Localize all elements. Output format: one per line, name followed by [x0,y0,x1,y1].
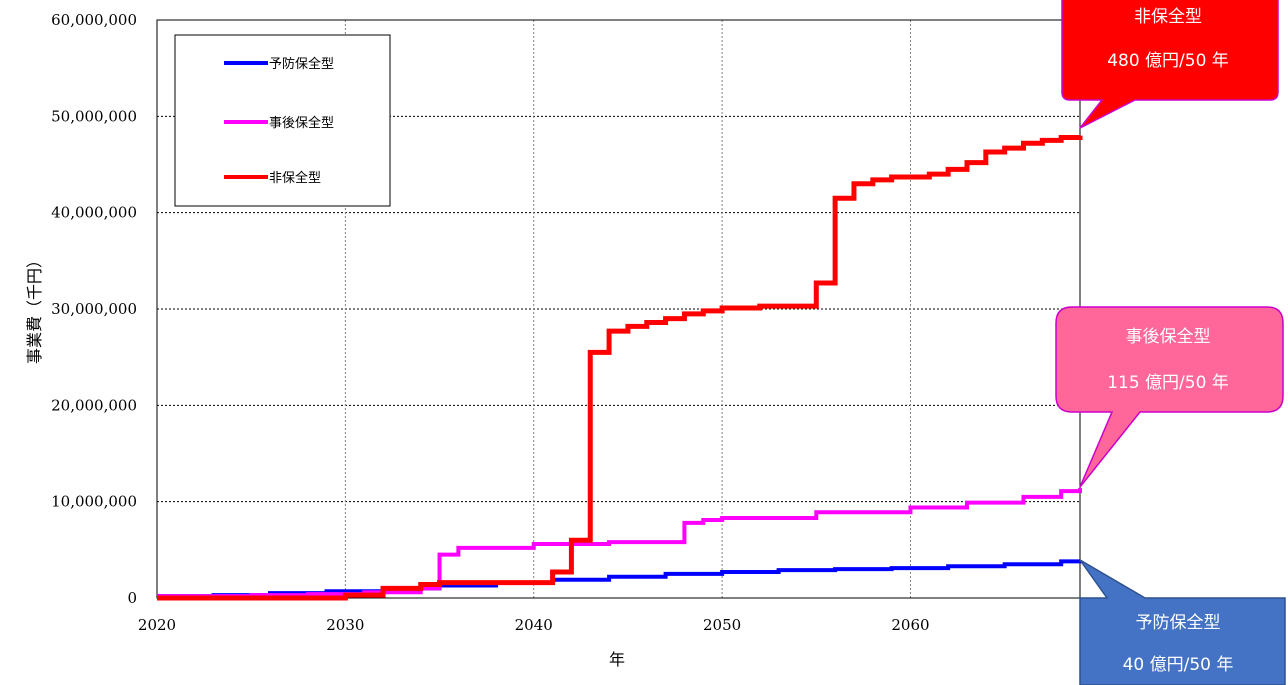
x-tick-label: 2060 [891,616,929,634]
legend: 予防保全型 事後保全型 非保全型 [174,34,391,207]
x-tick-label: 2030 [326,616,364,634]
x-tick-label: 2040 [515,616,553,634]
x-axis-title: 年 [609,650,625,669]
callout-yobou-hozen: 予防保全型 40 億円/50 年 [1079,559,1286,685]
x-tick-label: 2050 [703,616,741,634]
y-tick-label: 40,000,000 [51,204,137,222]
y-tick-label: 0 [127,589,137,607]
series-line [157,135,1083,601]
series-line [157,488,1082,599]
x-tick-labels: 2020 2030 2040 2050 2060 [138,616,930,634]
y-tick-label: 10,000,000 [51,493,137,511]
callout-yobou-hozen-title: 予防保全型 [1136,613,1221,633]
y-tick-labels: 0 10,000,000 20,000,000 30,000,000 40,000,00… [51,11,137,607]
y-tick-label: 20,000,000 [51,396,137,414]
legend-box [174,34,391,207]
callout-hi-hozen-title: 非保全型 [1134,7,1202,27]
callout-jigo-hozen-title: 事後保全型 [1126,327,1211,347]
legend-label-hi: 非保全型 [269,170,321,186]
callout-jigo-hozen-value: 115 億円/50 年 [1107,373,1229,393]
callout-jigo-hozen: 事後保全型 115 億円/50 年 [1055,306,1284,488]
callout-hi-hozen-bubble [1061,0,1279,129]
y-axis-title: 事業費（千円） [25,252,44,364]
series-line [157,559,1082,599]
y-tick-label: 50,000,000 [51,107,137,125]
y-tick-label: 60,000,000 [51,11,137,29]
callout-jigo-hozen-bubble [1055,306,1284,488]
series-lines [157,135,1083,601]
legend-label-yobou: 予防保全型 [269,56,334,72]
x-tick-label: 2020 [138,616,176,634]
y-tick-label: 30,000,000 [51,300,137,318]
legend-label-jigo: 事後保全型 [269,115,334,131]
callout-hi-hozen-value: 480 億円/50 年 [1107,51,1229,71]
callout-yobou-hozen-value: 40 億円/50 年 [1123,655,1234,675]
callout-hi-hozen: 非保全型 480 億円/50 年 [1061,0,1279,129]
callout-yobou-hozen-bubble [1079,559,1286,685]
